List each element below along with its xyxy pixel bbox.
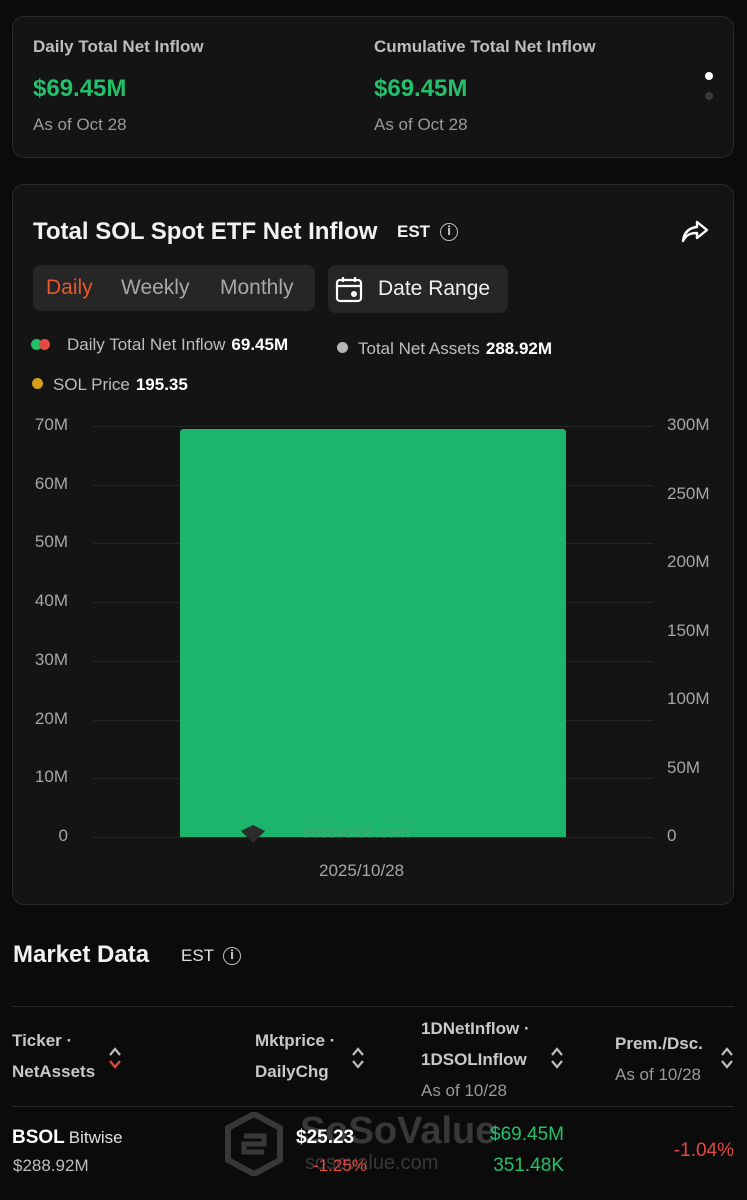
sort-icon[interactable] [351, 1046, 365, 1070]
y-right-tick-label: 200M [667, 552, 710, 571]
x-tick-label: 2025/10/28 [319, 861, 405, 880]
legend-label: Total Net Assets [358, 339, 480, 358]
bar-daily-net-inflow[interactable] [179, 429, 567, 837]
page-dot-active[interactable] [705, 72, 713, 80]
ticker: BSOL [12, 1127, 65, 1148]
col-header-as-of: As of 10/28 [615, 1065, 702, 1084]
legend-value: 288.92M [485, 339, 553, 358]
legend-dot-icon [32, 378, 43, 390]
col-header-line1: Ticker · [12, 1031, 73, 1050]
ticker-cell: BSOL Bitwise [12, 1127, 123, 1149]
summary-value: $69.45M [33, 75, 127, 102]
summary-as-of: As of Oct 28 [374, 115, 468, 134]
gridline [93, 837, 653, 838]
table-header-divider [12, 1106, 734, 1107]
period-tabs: Daily Weekly Monthly [33, 265, 315, 311]
col-header-line2: NetAssets [12, 1062, 96, 1081]
legend-total-net-assets[interactable]: Total Net Assets 288.92M [337, 339, 552, 359]
tab-monthly[interactable]: Monthly [220, 276, 294, 299]
y-left-tick-label: 40M [34, 591, 68, 611]
net-assets: $288.92M [13, 1156, 89, 1175]
col-header-ticker[interactable]: Ticker · NetAssets [12, 1025, 95, 1087]
y-left-tick-label: 0 [58, 826, 68, 845]
premium-discount: -1.04% [673, 1140, 734, 1161]
col-header-line2: DailyChg [255, 1062, 329, 1081]
watermark-logo-icon [241, 825, 265, 843]
y-right-tick-label: 150M [667, 620, 710, 640]
col-header-line1: 1DNetInflow · [421, 1019, 530, 1038]
info-icon[interactable]: i [440, 223, 458, 241]
legend-daily-net-inflow[interactable]: Daily Total Net Inflow 69.45M [31, 335, 288, 355]
summary-title: Daily Total Net Inflow [33, 37, 204, 56]
sort-icon[interactable] [720, 1046, 734, 1070]
chart-card: Total SOL Spot ETF Net Inflow EST i Dail… [12, 184, 734, 905]
col-header-prem-dsc[interactable]: Prem./Dsc. As of 10/28 [615, 1028, 703, 1090]
legend-label: SOL Price [53, 375, 130, 394]
market-data-title: Market Data [13, 941, 150, 968]
watermark-logo-icon [225, 1112, 283, 1176]
issuer: Bitwise [68, 1128, 123, 1147]
col-header-line2: 1DSOLInflow [421, 1050, 527, 1069]
col-header-line1: Mktprice · [255, 1031, 336, 1050]
y-right-tick-label: 50M [667, 757, 701, 777]
table-top-divider [12, 1006, 734, 1007]
col-header-line1: Prem./Dsc. [615, 1034, 703, 1053]
page-dot-inactive[interactable] [705, 92, 713, 100]
legend-dot-icon [337, 342, 348, 354]
legend-sol-price[interactable]: SOL Price 195.35 [32, 375, 188, 395]
summary-value: $69.45M [374, 75, 468, 102]
cumulative-net-inflow-summary: Cumulative Total Net Inflow $69.45M As o… [374, 37, 596, 135]
table-watermark-url: sosovalue.com [305, 1152, 439, 1174]
table-watermark: SoSoValue [300, 1110, 497, 1152]
date-range-label: Date Range [378, 277, 491, 300]
share-icon[interactable] [679, 215, 711, 247]
sort-icon[interactable] [550, 1046, 564, 1070]
col-header-as-of: As of 10/28 [421, 1081, 508, 1100]
y-left-tick-label: 60M [34, 473, 68, 493]
summary-as-of: As of Oct 28 [33, 115, 127, 134]
y-left-tick-label: 20M [34, 708, 68, 728]
summary-card: Daily Total Net Inflow $69.45M As of Oct… [12, 16, 734, 158]
summary-title: Cumulative Total Net Inflow [374, 37, 596, 56]
market-price: $25.23 [296, 1127, 355, 1148]
y-left-tick-label: 70M [34, 415, 68, 434]
legend-value: 69.45M [231, 335, 289, 354]
tab-daily[interactable]: Daily [46, 276, 93, 299]
chart-watermark: sosovalue.com [303, 825, 410, 842]
calendar-icon [335, 277, 363, 303]
net-inflow: $69.45M [490, 1124, 564, 1145]
y-right-tick-label: 0 [667, 826, 677, 845]
date-range-button[interactable]: Date Range [328, 265, 508, 313]
tab-weekly[interactable]: Weekly [121, 276, 190, 299]
y-right-tick-label: 300M [667, 415, 710, 434]
legend-swatch-icon [31, 339, 51, 350]
y-right-tick-label: 250M [667, 483, 710, 503]
col-header-mktprice[interactable]: Mktprice · DailyChg [255, 1025, 335, 1087]
sort-icon[interactable] [108, 1046, 122, 1070]
gridline [93, 426, 653, 427]
timezone-label: EST [181, 946, 215, 965]
col-header-net-inflow[interactable]: 1DNetInflow · 1DSOLInflow As of 10/28 [421, 1013, 530, 1106]
legend-label: Daily Total Net Inflow [67, 335, 226, 354]
y-left-tick-label: 30M [34, 649, 68, 669]
info-icon[interactable]: i [223, 947, 241, 965]
sol-inflow: 351.48K [493, 1155, 564, 1176]
y-left-tick-label: 10M [34, 767, 68, 787]
chart-title: Total SOL Spot ETF Net Inflow [33, 218, 378, 245]
page-dots-icon[interactable] [705, 72, 715, 112]
daily-net-inflow-summary: Daily Total Net Inflow $69.45M As of Oct… [33, 37, 204, 135]
legend-value: 195.35 [135, 375, 188, 394]
daily-change: -1.25% [313, 1156, 367, 1175]
y-left-tick-label: 50M [34, 532, 68, 552]
y-right-tick-label: 100M [667, 689, 710, 708]
timezone-label: EST [397, 222, 431, 241]
